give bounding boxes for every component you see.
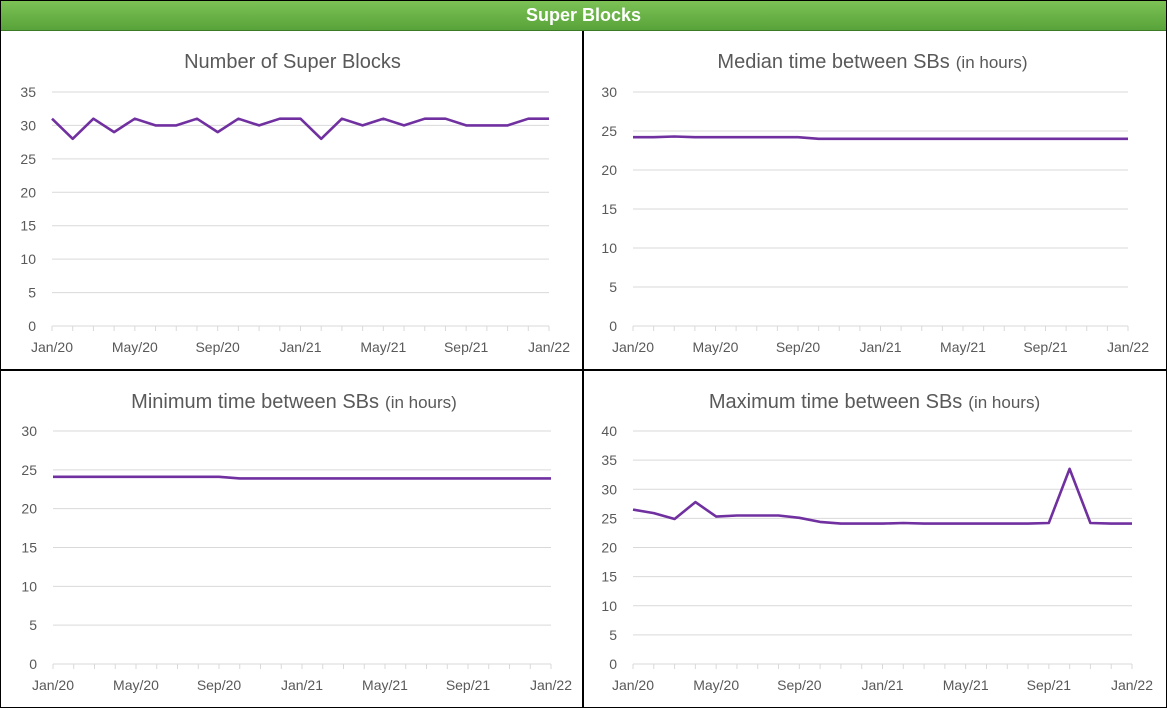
chart-title-main: Number of Super Blocks bbox=[184, 51, 401, 73]
series-line bbox=[51, 117, 549, 141]
y-tick-label: 15 bbox=[21, 540, 37, 556]
x-tick-label: Sep/21 bbox=[1023, 339, 1068, 355]
chart-title-sub: (in hours) bbox=[956, 53, 1028, 72]
x-tick-label: May/21 bbox=[360, 339, 406, 355]
x-tick-label: Sep/21 bbox=[444, 339, 489, 355]
x-tick-label: Jan/20 bbox=[612, 677, 654, 693]
x-tick-label: May/20 bbox=[112, 339, 158, 355]
y-tick-label: 5 bbox=[609, 627, 617, 643]
chart-title: Median time between SBs (in hours) bbox=[717, 51, 1027, 73]
x-tick-label: Jan/20 bbox=[612, 339, 654, 355]
x-tick-label: Sep/20 bbox=[777, 677, 822, 693]
chart-svg: Number of Super Blocks 0 5 10 15 20 25 30 35 Jan/… bbox=[20, 51, 570, 355]
y-tick-label: 30 bbox=[601, 84, 617, 100]
chart-title-main: Median time between SBs bbox=[717, 51, 949, 73]
x-tick-label: Jan/22 bbox=[1107, 339, 1149, 355]
series-line bbox=[632, 467, 1132, 525]
dashboard-title: Super Blocks bbox=[525, 5, 642, 25]
y-tick-label: 20 bbox=[601, 540, 617, 556]
x-tick-label: Jan/22 bbox=[530, 677, 572, 693]
x-tick-label: Jan/22 bbox=[528, 339, 570, 355]
y-tick-label: 10 bbox=[601, 240, 617, 256]
x-tick-label: May/21 bbox=[943, 677, 989, 693]
chart-title: Number of Super Blocks bbox=[184, 51, 401, 73]
x-tick-label: May/21 bbox=[362, 677, 408, 693]
x-tick-label: Jan/21 bbox=[281, 677, 323, 693]
y-tick-label: 25 bbox=[601, 123, 617, 139]
y-tick-label: 10 bbox=[21, 578, 37, 594]
y-tick-label: 5 bbox=[29, 617, 37, 633]
chart-panel-minimum-time: Minimum time between SBs (in hours) 0 5 10 15… bbox=[1, 371, 582, 707]
y-tick-label: 0 bbox=[29, 656, 37, 672]
x-tick-label: Sep/20 bbox=[776, 339, 821, 355]
dashboard-header: Super Blocks bbox=[1, 1, 1166, 31]
x-tick-label: Jan/21 bbox=[279, 339, 321, 355]
x-tick-label: Sep/20 bbox=[195, 339, 240, 355]
series-line bbox=[633, 135, 1128, 141]
x-tick-label: May/20 bbox=[113, 677, 159, 693]
y-tick-label: 0 bbox=[609, 656, 617, 672]
x-tick-label: Sep/21 bbox=[446, 677, 491, 693]
chart-panel-super-blocks-count: Number of Super Blocks 0 5 10 15 20 25 30 35 Jan/… bbox=[1, 31, 582, 369]
y-tick-label: 5 bbox=[609, 279, 617, 295]
chart-title-main: Maximum time between SBs bbox=[709, 391, 962, 413]
y-tick-label: 10 bbox=[20, 251, 36, 267]
chart-title: Maximum time between SBs (in hours) bbox=[709, 391, 1040, 413]
x-tick-label: Sep/20 bbox=[197, 677, 242, 693]
x-tick-label: May/20 bbox=[693, 677, 739, 693]
y-tick-label: 0 bbox=[609, 318, 617, 334]
chart-svg: Minimum time between SBs (in hours) 0 5 10 15… bbox=[21, 391, 572, 693]
y-tick-label: 30 bbox=[601, 481, 617, 497]
chart-panel-median-time: Median time between SBs (in hours) 0 5 10 15 2… bbox=[584, 31, 1166, 369]
y-tick-label: 40 bbox=[601, 423, 617, 439]
chart-svg: Median time between SBs (in hours) 0 5 10 15 2… bbox=[601, 51, 1149, 355]
y-tick-label: 35 bbox=[20, 84, 36, 100]
x-tick-label: Jan/21 bbox=[861, 677, 903, 693]
x-tick-label: Jan/20 bbox=[32, 677, 74, 693]
y-tick-label: 15 bbox=[601, 201, 617, 217]
y-tick-label: 25 bbox=[601, 510, 617, 526]
y-tick-label: 30 bbox=[21, 423, 37, 439]
chart-panel-maximum-time: Maximum time between SBs (in hours) 0 5 10 15… bbox=[584, 371, 1166, 707]
chart-svg: Maximum time between SBs (in hours) 0 5 10 15… bbox=[601, 391, 1153, 693]
x-tick-label: May/21 bbox=[940, 339, 986, 355]
chart-title-sub: (in hours) bbox=[968, 393, 1040, 412]
panel-divider-horizontal bbox=[1, 369, 1166, 371]
chart-title-main: Minimum time between SBs bbox=[131, 391, 379, 413]
x-tick-label: Sep/21 bbox=[1027, 677, 1072, 693]
y-tick-label: 25 bbox=[21, 462, 37, 478]
y-tick-label: 20 bbox=[21, 501, 37, 517]
y-tick-label: 30 bbox=[20, 117, 36, 133]
x-tick-label: Jan/22 bbox=[1111, 677, 1153, 693]
y-tick-label: 20 bbox=[601, 162, 617, 178]
y-tick-label: 35 bbox=[601, 452, 617, 468]
y-tick-label: 20 bbox=[20, 184, 36, 200]
y-tick-label: 5 bbox=[28, 285, 36, 301]
x-tick-label: Jan/21 bbox=[859, 339, 901, 355]
x-tick-label: Jan/20 bbox=[31, 339, 73, 355]
y-tick-label: 25 bbox=[20, 151, 36, 167]
x-tick-label: May/20 bbox=[693, 339, 739, 355]
chart-title-sub: (in hours) bbox=[385, 393, 457, 412]
y-tick-label: 10 bbox=[601, 598, 617, 614]
y-tick-label: 0 bbox=[28, 318, 36, 334]
chart-title: Minimum time between SBs (in hours) bbox=[131, 391, 457, 413]
y-tick-label: 15 bbox=[601, 569, 617, 585]
series-line bbox=[53, 475, 551, 480]
y-tick-label: 15 bbox=[20, 218, 36, 234]
